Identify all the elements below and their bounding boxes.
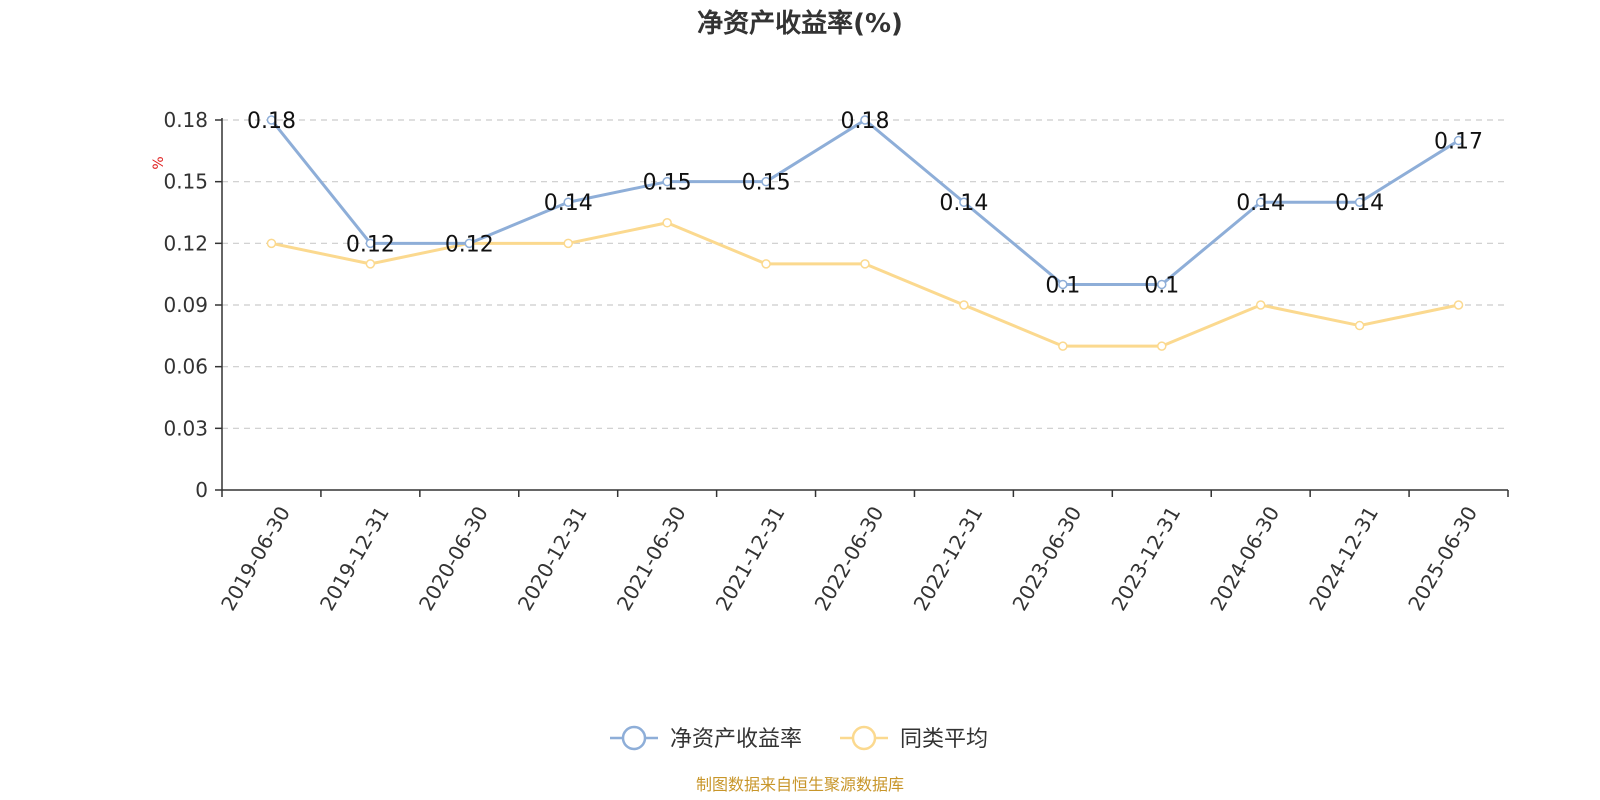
data-point[interactable] [464, 238, 475, 249]
data-point[interactable] [266, 115, 277, 125]
data-point[interactable] [365, 238, 376, 249]
legend[interactable]: 净资产收益率 同类平均 [610, 725, 988, 752]
data-point[interactable] [266, 238, 277, 249]
y-tick-label: 0.03 [163, 416, 208, 440]
x-tick-label: 2022-12-31 [909, 502, 988, 615]
legend-label: 同类平均 [900, 727, 988, 752]
data-point[interactable] [662, 218, 672, 228]
data-labels: 0.18 0.12 0.12 0.14 0.15 0.15 0.18 0.14 0.1 0.1 0.… [247, 109, 1483, 298]
data-point[interactable] [860, 115, 870, 125]
legend-item-1[interactable]: 同类平均 [840, 725, 988, 752]
data-label: 0.1 [1045, 273, 1080, 298]
x-tick-label: 2024-06-30 [1205, 502, 1284, 615]
data-point[interactable] [959, 197, 969, 207]
data-label: 0.12 [445, 232, 494, 257]
data-label: 0.14 [1236, 191, 1285, 216]
data-point[interactable] [563, 238, 573, 249]
data-point[interactable] [1354, 197, 1365, 207]
data-point[interactable] [365, 259, 376, 269]
x-tick-label: 2022-06-30 [810, 502, 889, 615]
x-tick-label: 2023-12-31 [1106, 502, 1185, 615]
data-label: 0.1 [1144, 273, 1179, 298]
data-label: 0.14 [544, 191, 593, 216]
grid-lines [222, 119, 1508, 429]
data-point[interactable] [761, 259, 771, 269]
data-point[interactable] [761, 176, 771, 187]
data-point[interactable] [1453, 300, 1464, 310]
data-point[interactable] [1255, 197, 1266, 207]
data-label: 0.15 [742, 171, 791, 196]
legend-label: 净资产收益率 [670, 727, 802, 752]
x-tick-label: 2021-12-31 [711, 502, 790, 615]
y-tick-label: 0.15 [163, 170, 208, 194]
data-point[interactable] [1453, 135, 1464, 146]
legend-item-0[interactable]: 净资产收益率 [610, 725, 802, 752]
data-point[interactable] [1157, 279, 1167, 290]
data-point[interactable] [1157, 341, 1167, 351]
x-tick-label: 2025-06-30 [1403, 502, 1482, 615]
data-point[interactable] [1058, 279, 1068, 290]
legend-marker [621, 725, 647, 751]
y-tick-label: 0 [195, 478, 208, 502]
y-tick-label: 0.18 [163, 108, 208, 132]
data-label: 0.18 [841, 109, 890, 134]
x-tick-label: 2021-06-30 [612, 502, 691, 615]
chart-title: 净资产收益率(%) [697, 8, 903, 39]
data-label: 0.14 [939, 191, 988, 216]
y-tick-label: 0.06 [163, 355, 208, 379]
legend-marker [851, 725, 877, 751]
series [266, 115, 1464, 351]
x-tick-label: 2020-12-31 [513, 502, 592, 615]
data-label: 0.14 [1335, 191, 1384, 216]
y-tick-label: 0.09 [163, 293, 208, 317]
y-axis-unit: % [151, 156, 167, 169]
data-point[interactable] [662, 176, 672, 187]
source-note: 制图数据来自恒生聚源数据库 [696, 775, 904, 794]
data-label: 0.18 [247, 109, 296, 134]
x-tick-label: 2023-06-30 [1007, 502, 1086, 615]
x-tick-label: 2020-06-30 [414, 502, 493, 615]
data-point[interactable] [563, 197, 573, 207]
data-point[interactable] [1255, 300, 1266, 310]
axes: 0 0.03 0.06 0.09 0.12 0.15 0.18 2019-06-30 2019-… [163, 108, 1509, 615]
data-label: 0.17 [1434, 130, 1483, 155]
x-tick-label: 2019-06-30 [216, 502, 295, 615]
data-label: 0.12 [346, 232, 395, 257]
data-point[interactable] [1058, 341, 1068, 351]
y-tick-label: 0.12 [163, 231, 208, 255]
data-point[interactable] [860, 259, 870, 269]
x-tick-label: 2019-12-31 [315, 502, 394, 615]
x-tick-label: 2024-12-31 [1304, 502, 1383, 615]
data-label: 0.15 [643, 171, 692, 196]
data-point[interactable] [959, 300, 969, 310]
data-point[interactable] [1354, 320, 1365, 331]
